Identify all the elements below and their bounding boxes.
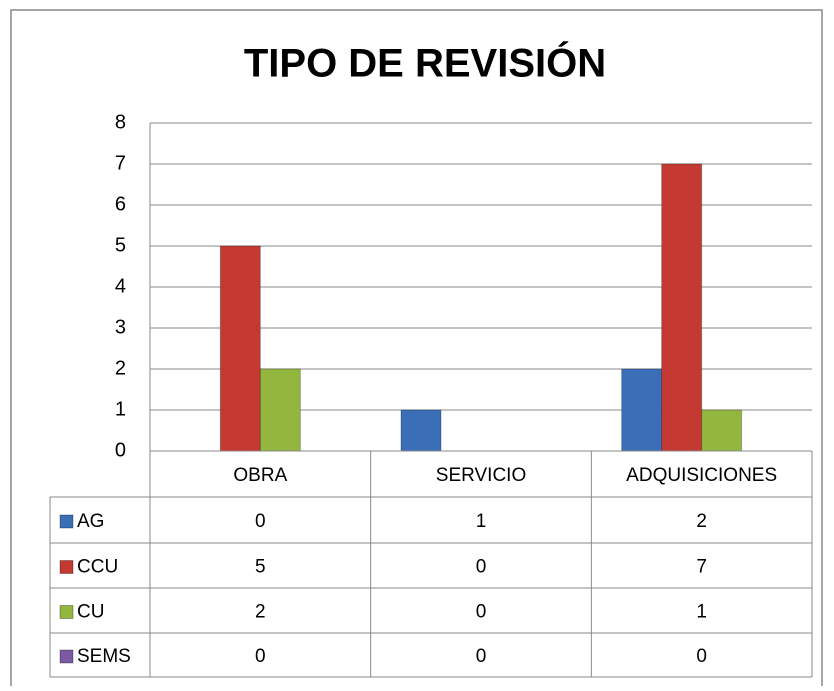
- legend-swatch: [59, 605, 74, 619]
- y-tick-label: 2: [115, 357, 126, 379]
- bar: [621, 368, 663, 452]
- table-value: 1: [476, 511, 487, 532]
- table-value: 1: [696, 602, 707, 623]
- y-tick-label: 3: [115, 316, 126, 338]
- x-tick-label: OBRA: [233, 465, 287, 486]
- y-tick-label: 0: [115, 439, 126, 461]
- table-value: 0: [255, 646, 266, 667]
- y-tick-label: 1: [115, 398, 126, 420]
- table-value: 0: [476, 602, 487, 623]
- legend-label: SEMS: [77, 646, 131, 667]
- y-tick-label: 7: [115, 152, 126, 174]
- x-tick-label: ADQUISICIONES: [626, 465, 777, 486]
- bar: [400, 409, 442, 452]
- bar: [219, 245, 261, 452]
- table-value: 0: [476, 557, 487, 578]
- y-tick-label: 4: [115, 275, 126, 297]
- legend-swatch: [59, 514, 74, 529]
- bar: [259, 368, 301, 452]
- table-value: 2: [255, 602, 266, 623]
- table-value: 5: [255, 557, 266, 578]
- chart-title: TIPO DE REVISIÓN: [244, 40, 606, 86]
- legend-label: CCU: [77, 557, 118, 578]
- legend-swatch: [59, 560, 74, 574]
- bar: [661, 163, 703, 452]
- table-value: 0: [696, 646, 707, 667]
- legend-label: CU: [77, 602, 104, 623]
- x-tick-label: SERVICIO: [436, 465, 526, 486]
- table-value: 2: [696, 511, 707, 532]
- y-tick-label: 8: [115, 111, 126, 133]
- table-value: 7: [696, 557, 707, 578]
- bar: [701, 409, 743, 452]
- legend-swatch: [59, 649, 74, 664]
- legend-label: AG: [77, 511, 104, 532]
- table-value: 0: [255, 511, 266, 532]
- y-tick-label: 6: [115, 193, 126, 215]
- y-tick-label: 5: [115, 234, 126, 256]
- table-value: 0: [476, 646, 487, 667]
